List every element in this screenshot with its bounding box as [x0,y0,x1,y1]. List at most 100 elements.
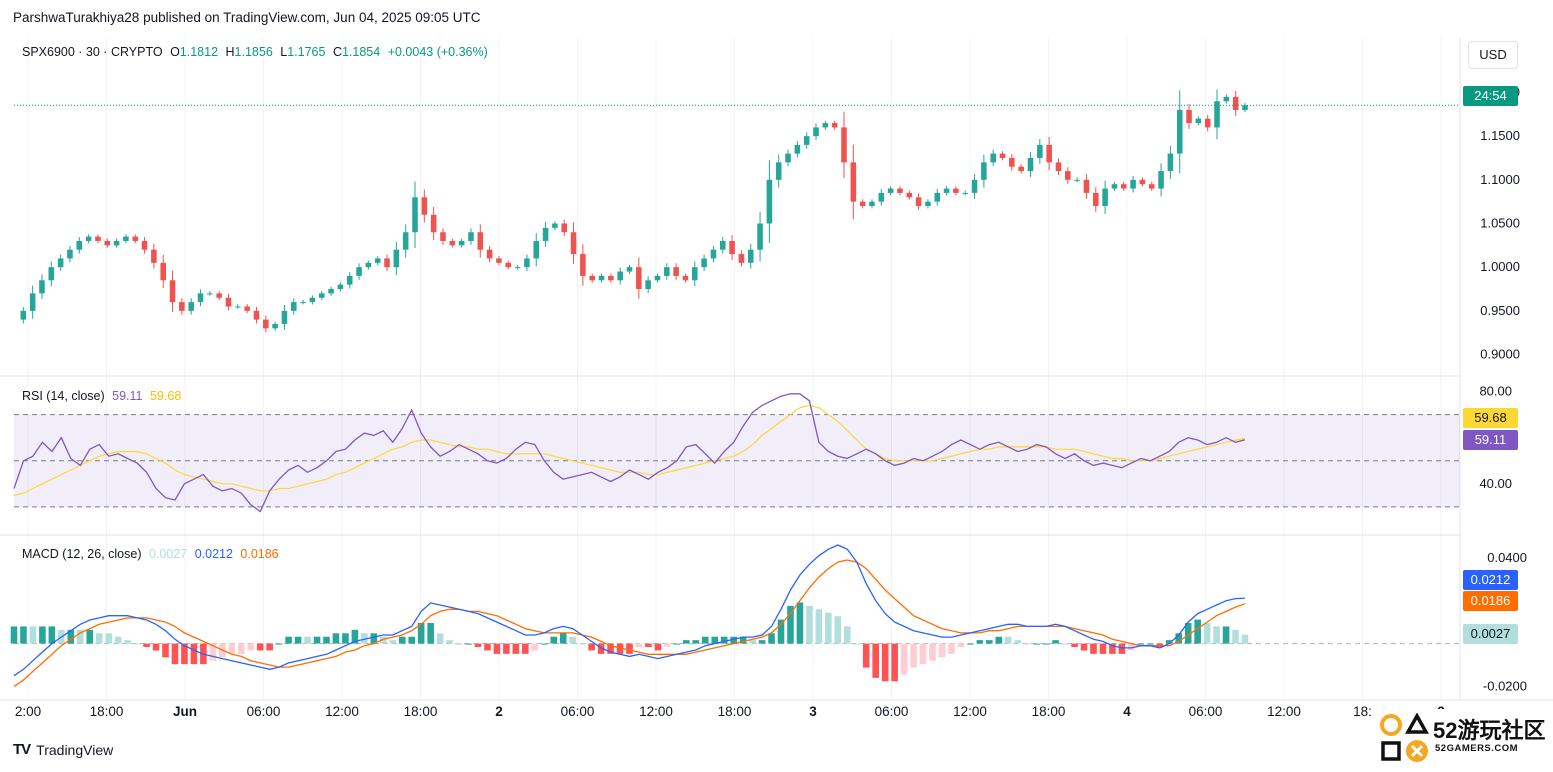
tradingview-logo-icon: TV [13,741,31,758]
time-tick-label: 18:00 [90,704,124,719]
candle-body [197,293,204,303]
macd-hist-bar [351,629,359,644]
macd-tick-label: -0.0200 [1483,678,1527,693]
macd-hist-bar [948,643,955,654]
candle-body [337,284,344,290]
candle-body [850,162,857,202]
candle-body [701,258,707,268]
candle-body [1083,179,1090,193]
candle-body [692,267,698,281]
macd-hist-bar [370,633,378,644]
macd-hist-bar [550,636,558,644]
candle-body [188,302,194,311]
macd-hist-bar [645,643,652,647]
candle-body [1176,109,1183,154]
candle-body [841,127,847,163]
macd-hist-bar [190,643,198,665]
macd-hist-bar [654,643,662,651]
watermark: 52游玩社区 52GAMERS.COM [1373,709,1551,769]
macd-legend: MACD (12, 26, close) 0.0027 0.0212 0.018… [22,547,283,561]
macd-hist-bar [1042,643,1050,645]
macd-hist-bar [844,626,851,644]
candle-body [626,267,633,272]
candle-body [458,240,465,246]
high-value: 1.1856 [234,45,273,59]
macd-hist-bar [143,643,150,647]
candle-body [552,223,558,228]
time-tick-label: 18:00 [404,704,438,719]
macd-hist-bar [626,643,633,654]
candle-body [48,267,55,281]
candle-body [1102,188,1108,207]
time-tick-label: 06:00 [247,704,281,719]
macd-hist-bar [493,643,501,654]
candle-body [608,275,614,281]
open-label: O [170,45,180,59]
macd-hist-bar [171,643,179,665]
macd-hist-bar [976,640,984,644]
macd-hist-bar [313,636,321,644]
price-tick-label: 1.1500 [1480,128,1520,143]
candle-body [393,249,400,268]
macd-hist-bar [739,636,747,644]
candle-body [430,214,437,233]
symbol-name: SPX6900 · 30 · CRYPTO [22,45,163,59]
macd-hist-bar [749,640,756,644]
candle-body [225,297,232,307]
macd-hist-bar [881,643,889,682]
macd-hist-bar [162,643,169,658]
candle-body [813,127,819,137]
countdown-tag: 24:54 [1463,86,1518,106]
macd-hist-bar [76,629,84,644]
macd-hist-bar [10,626,18,644]
macd-hist-bar [1023,643,1031,645]
macd-hist-bar [1137,643,1145,645]
tradingview-footer[interactable]: TV TradingView [13,741,113,758]
candle-body [710,249,717,259]
hist-value-tag: 0.0027 [1463,624,1518,644]
candle-body [216,293,222,298]
axis-labels: 1.20001.15001.10001.05001.00000.95000.90… [15,84,1527,719]
macd-hist-bar [607,643,614,654]
candle-body [617,271,623,281]
macd-hist-bar [522,643,529,654]
candle-body [757,223,763,250]
candle-body [440,232,446,241]
candle-body [449,240,456,246]
watermark-subtitle: 52GAMERS.COM [1435,743,1519,754]
candle-body [570,232,577,255]
candle-body [542,227,549,241]
macd-hist-bar [1033,643,1040,645]
price-tick-label: 0.9500 [1480,303,1520,318]
candle-body [580,254,586,276]
candle-body [179,302,185,311]
candle-body [20,310,27,320]
macd-hist-bar [1165,640,1173,644]
macd-hist-bar [768,633,775,644]
candle-body [412,197,418,233]
time-tick-label: 2:00 [15,704,41,719]
macd-hist-bar [986,640,993,644]
macd-hist-bar [1128,643,1135,651]
candle-body [356,267,362,276]
candle-body [1018,166,1024,172]
candle-body [794,144,801,154]
macd-value: 0.0212 [194,547,233,561]
macd-lines [10,544,1249,687]
candle-body [981,162,987,180]
rsi-ma-tag: 59.68 [1463,408,1518,428]
currency-button[interactable]: USD [1468,41,1518,69]
candle-body [486,249,493,259]
macd-hist-bar [597,643,605,654]
candle-body [346,275,353,285]
macd-tick-label: 0.0400 [1487,550,1527,565]
time-tick-label: 06:00 [1189,704,1223,719]
time-tick-label: 12:00 [325,704,359,719]
candle-body [384,258,390,268]
candle-body [971,179,978,193]
candle-body [906,192,913,198]
candle-body [822,123,829,128]
rsi-value-tag: 59.11 [1463,430,1518,450]
macd-hist-bar [20,626,27,644]
